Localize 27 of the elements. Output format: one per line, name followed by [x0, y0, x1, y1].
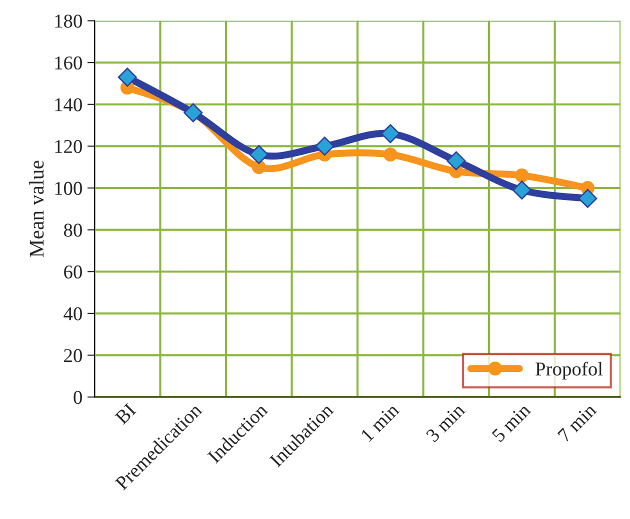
point [184, 103, 203, 122]
y-tick-label: 160 [55, 56, 82, 70]
point [315, 136, 334, 156]
point [446, 151, 466, 170]
y-tick-label: 140 [55, 98, 82, 112]
x-tick-label: 1 min [360, 402, 400, 442]
y-tick-label: 120 [55, 140, 82, 154]
y-tick-label: 100 [55, 182, 82, 195]
y-tick-label: 180 [55, 14, 82, 28]
point [249, 145, 268, 164]
y-tick-label: 40 [64, 307, 82, 320]
point [512, 180, 532, 200]
y-tick-label: 20 [64, 349, 82, 362]
point [252, 160, 266, 174]
y-tick-label: 60 [64, 265, 82, 279]
x-tick-label: 7 min [557, 402, 598, 442]
x-tick-label: 3 min [426, 402, 466, 443]
y-tick-label: 0 [74, 390, 82, 404]
legend-label: Propofol [536, 362, 603, 380]
y-axis-title: Mean value [29, 160, 44, 258]
x-tick-label: 5 min [491, 402, 532, 442]
y-tick-label: 80 [64, 224, 82, 237]
point [383, 148, 398, 162]
point [578, 188, 598, 208]
point [380, 124, 400, 144]
point [514, 168, 529, 182]
point [118, 68, 137, 87]
